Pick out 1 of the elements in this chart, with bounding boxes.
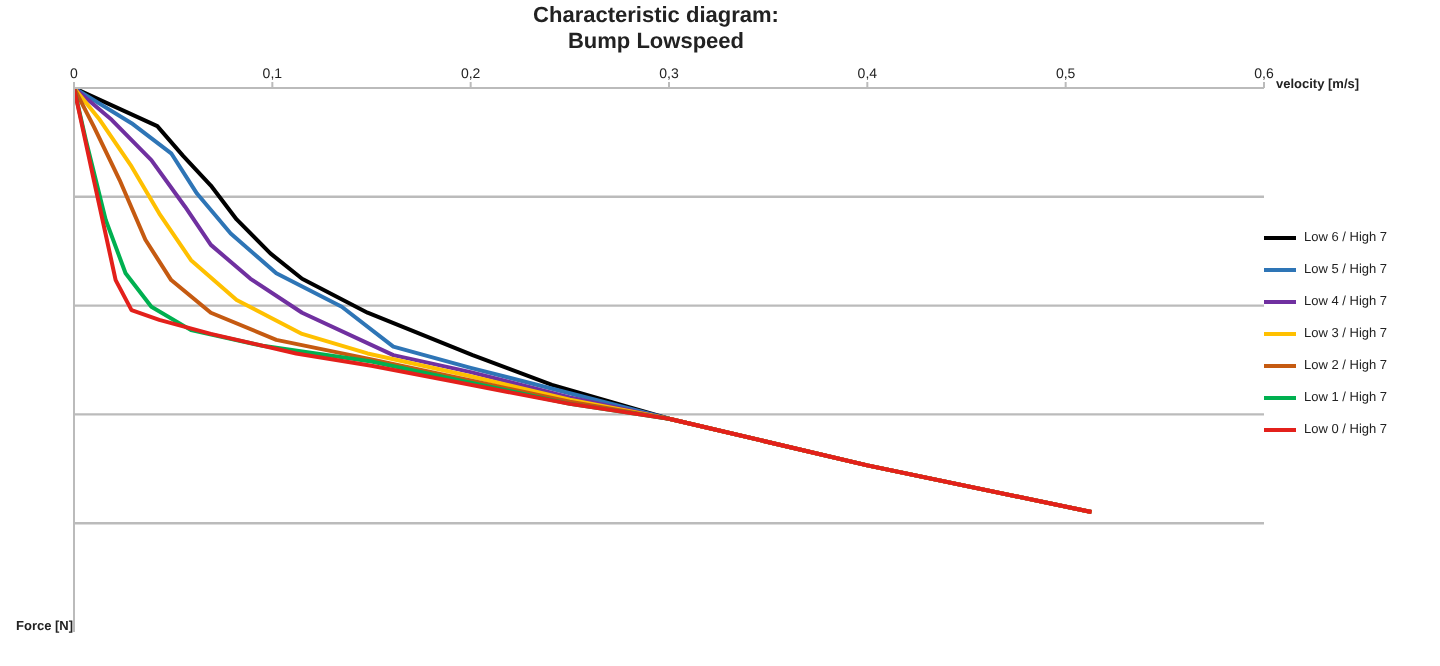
chart-title: Characteristic diagram: Bump Lowspeed	[531, 4, 781, 56]
